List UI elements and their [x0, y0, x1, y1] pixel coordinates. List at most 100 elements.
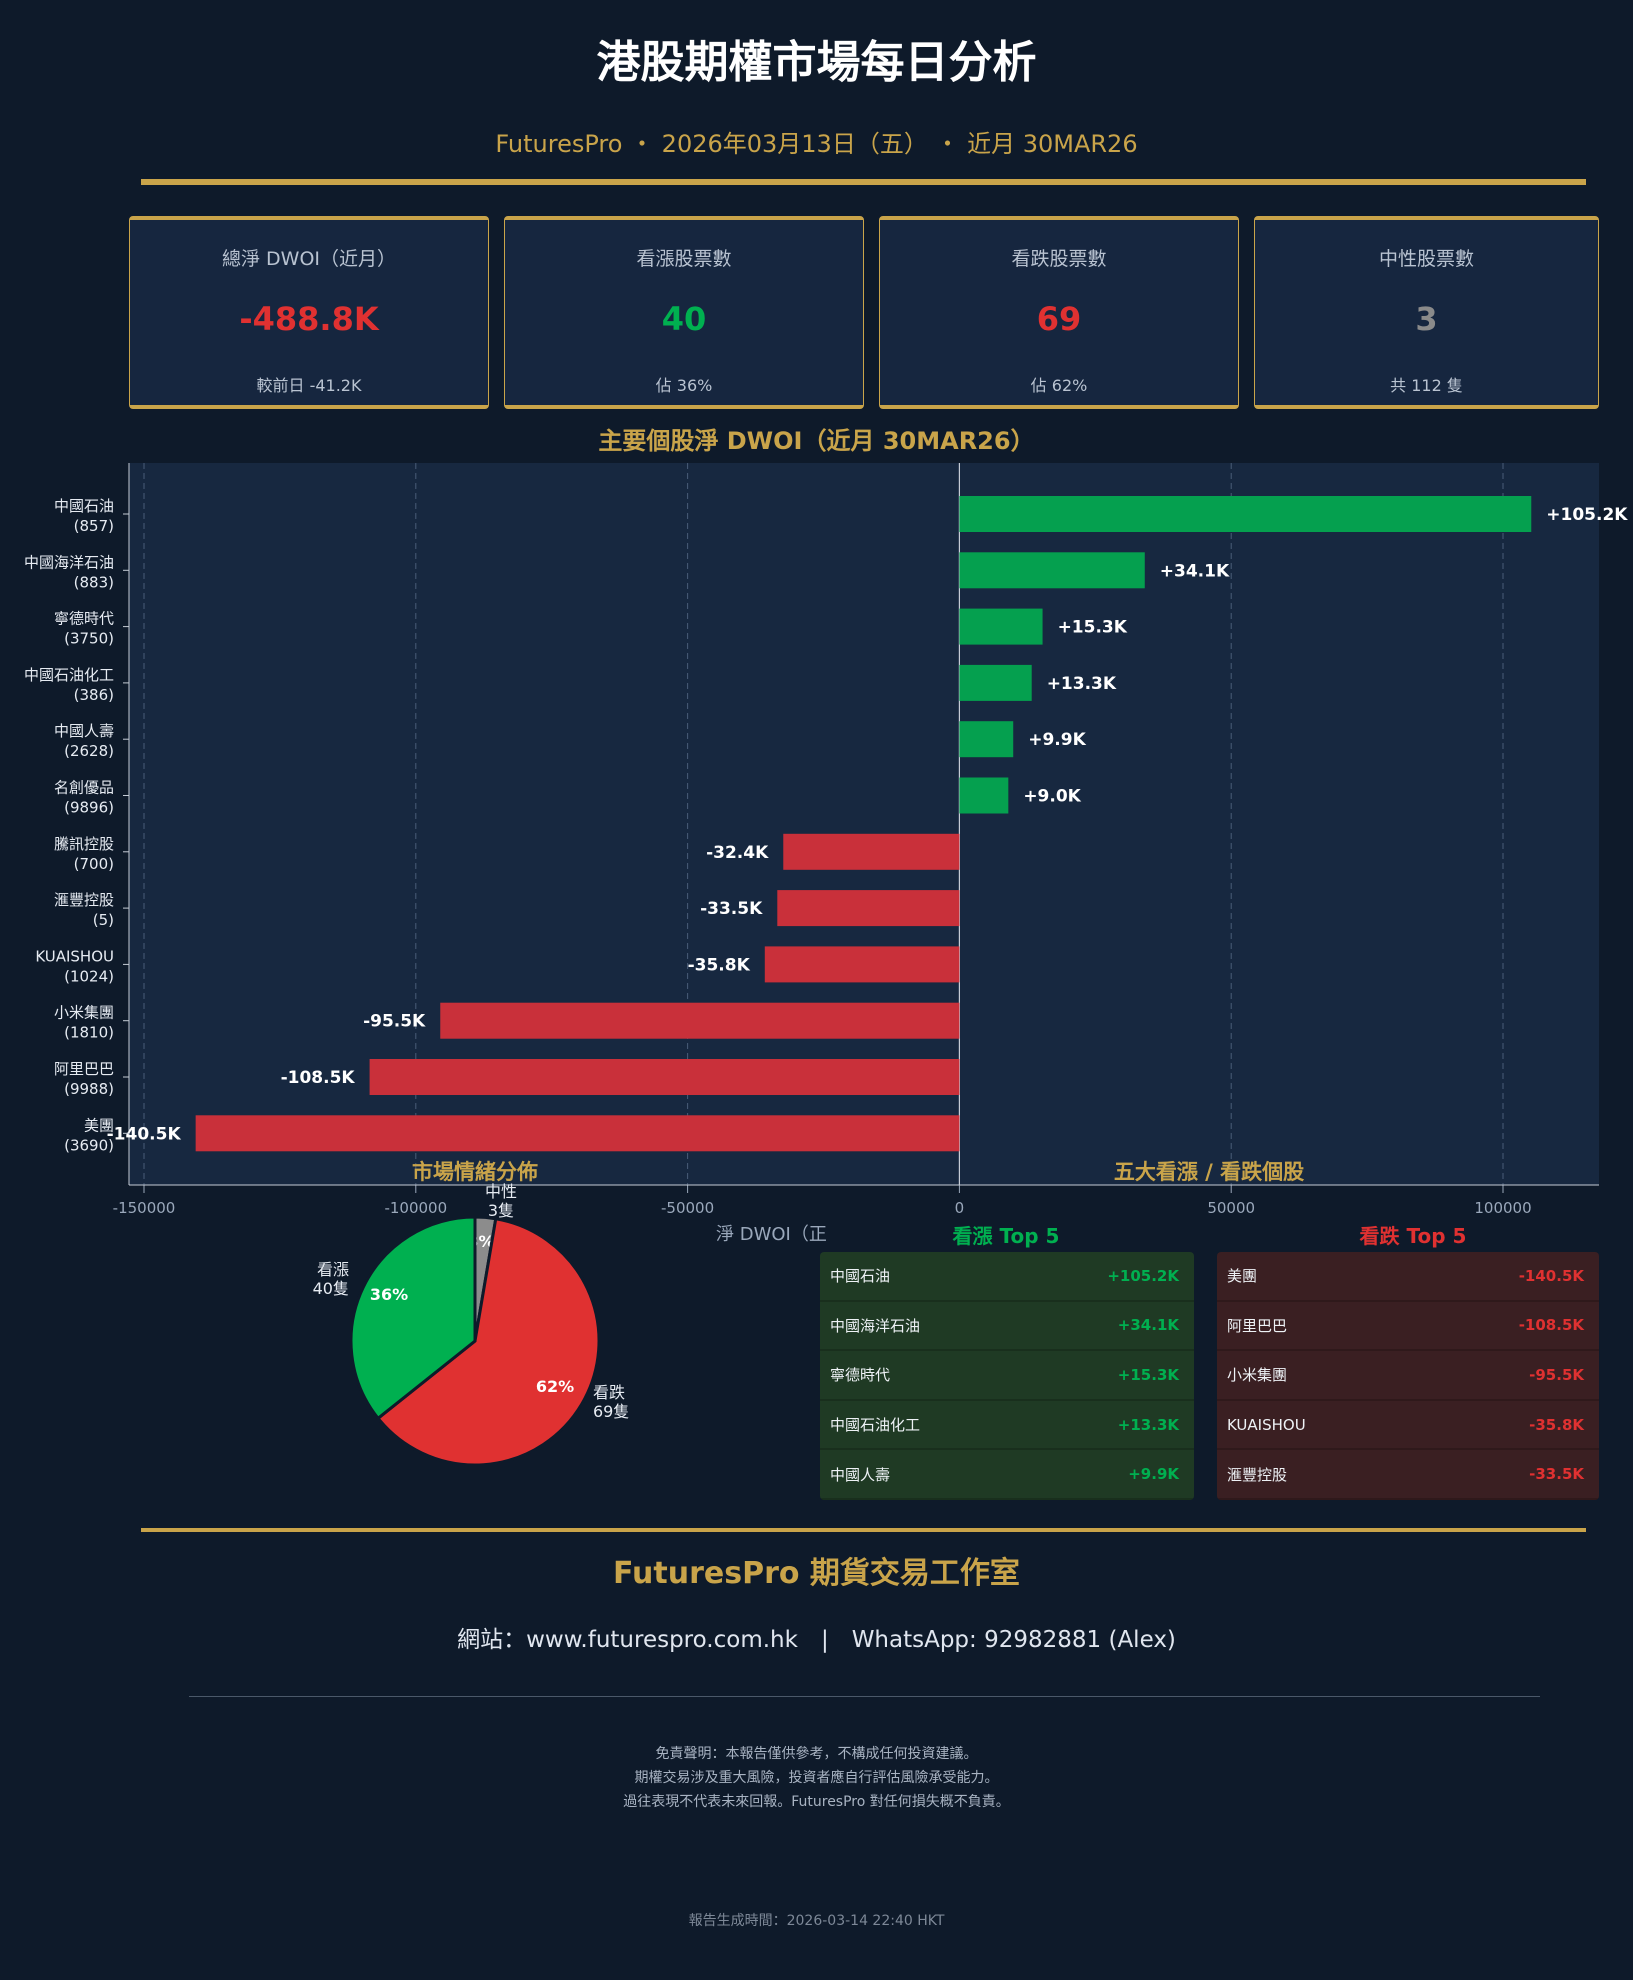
- bar-value-label: -32.4K: [706, 843, 769, 863]
- bar: [959, 552, 1145, 589]
- bull-top5-panel: 中國石油 +105.2K 中國海洋石油 +34.1K 寧德時代 +15.3K 中國石油化工 +…: [820, 1252, 1194, 1500]
- card-value: -488.8K: [239, 300, 379, 338]
- bar-value-label: -140.5K: [107, 1124, 182, 1144]
- y-label-code: (2628): [64, 742, 114, 760]
- y-label-name: 騰訊控股: [54, 835, 114, 853]
- y-label-name: 美團: [84, 1116, 114, 1134]
- pie-count-label: 40隻: [313, 1279, 349, 1298]
- summary-card: 總淨 DWOI（近月） -488.8K 較前日 -41.2K: [129, 216, 489, 409]
- pie-category-label: 看跌: [593, 1383, 625, 1402]
- card-label: 看跌股票數: [1011, 248, 1107, 270]
- y-label-name: KUAISHOU: [35, 947, 114, 965]
- disclaimer-line: 期權交易涉及重大風險，投資者應自行評估風險承受能力。: [634, 1770, 999, 1786]
- y-label-code: (3690): [64, 1136, 114, 1154]
- summary-card: 看漲股票數 40 佔 36%: [504, 216, 864, 409]
- y-label-code: (386): [74, 686, 114, 704]
- summary-card: 看跌股票數 69 佔 62%: [879, 216, 1239, 409]
- stock-name: 中國人壽: [830, 1465, 891, 1484]
- bar: [959, 664, 1032, 701]
- x-tick-label: -150000: [113, 1199, 176, 1217]
- bar-value-label: -95.5K: [363, 1012, 426, 1032]
- stock-dwoi: +9.9K: [1128, 1465, 1179, 1484]
- bull-row: 中國石油 +105.2K: [820, 1252, 1194, 1302]
- y-label-code: (3750): [64, 630, 114, 648]
- bull-row: 中國海洋石油 +34.1K: [820, 1302, 1194, 1352]
- y-label-name: 中國人壽: [54, 722, 114, 740]
- pie-pct-label: 36%: [370, 1285, 408, 1304]
- stock-dwoi: -108.5K: [1518, 1316, 1584, 1335]
- pie-pct-label: 62%: [536, 1377, 574, 1396]
- generated-timestamp: 報告生成時間：2026-03-14 22:40 HKT: [688, 1913, 945, 1929]
- y-label-code: (1024): [64, 967, 114, 985]
- footer-divider: [141, 1528, 1586, 1532]
- stock-dwoi: +13.3K: [1117, 1415, 1179, 1434]
- stock-name: 美團: [1227, 1267, 1258, 1286]
- y-label-code: (1810): [64, 1024, 114, 1042]
- stock-dwoi: -35.8K: [1529, 1415, 1584, 1434]
- dwoi-bar-chart: -150000 -100000 -50000 0 50000 100000 淨 DWOI（正…: [24, 463, 1628, 1245]
- disclaimer-line: 過往表現不代表未來回報。FuturesPro 對任何損失概不負責。: [623, 1794, 1010, 1810]
- bear-top5-panel: 美團 -140.5K 阿里巴巴 -108.5K 小米集團 -95.5K KUAISHOU -3…: [1217, 1252, 1599, 1500]
- y-label-name: 中國海洋石油: [24, 553, 114, 571]
- bull-row: 中國人壽 +9.9K: [820, 1450, 1194, 1500]
- card-label: 中性股票數: [1378, 248, 1474, 270]
- card-label: 總淨 DWOI（近月）: [221, 248, 396, 270]
- y-label-code: (5): [93, 911, 114, 929]
- y-label-name: 寧德時代: [54, 610, 114, 628]
- stock-dwoi: +15.3K: [1117, 1365, 1179, 1384]
- header-divider: [141, 179, 1586, 185]
- bar-value-label: -108.5K: [281, 1068, 356, 1088]
- bar-chart-title: 主要個股淨 DWOI（近月 30MAR26）: [598, 427, 1035, 455]
- footer-contact[interactable]: 網站：www.futurespro.com.hk | WhatsApp: 929…: [457, 1627, 1176, 1653]
- y-label-name: 名創優品: [54, 779, 114, 797]
- bear-row: 滙豐控股 -33.5K: [1217, 1450, 1599, 1500]
- stock-name: 小米集團: [1227, 1366, 1288, 1385]
- card-subtext: 較前日 -41.2K: [256, 376, 362, 395]
- stock-name: KUAISHOU: [1227, 1415, 1306, 1434]
- pie-count-label: 3隻: [488, 1201, 514, 1220]
- x-tick-label: -100000: [384, 1199, 447, 1217]
- y-label-name: 中國石油: [54, 497, 114, 515]
- card-value: 3: [1415, 300, 1438, 338]
- y-label-code: (883): [74, 573, 114, 591]
- bar-value-label: +105.2K: [1546, 505, 1628, 525]
- pie-slice: [375, 1217, 601, 1467]
- bear-top5-title: 看跌 Top 5: [1359, 1224, 1467, 1248]
- y-label-name: 中國石油化工: [24, 666, 114, 684]
- stock-dwoi: +105.2K: [1107, 1266, 1179, 1285]
- card-label: 看漲股票數: [636, 248, 732, 270]
- stock-dwoi: -95.5K: [1529, 1365, 1584, 1384]
- bar: [369, 1059, 960, 1095]
- stock-name: 滙豐控股: [1227, 1465, 1288, 1484]
- pie-slice: [349, 1215, 477, 1421]
- bar: [959, 608, 1043, 645]
- bar-value-label: +15.3K: [1058, 618, 1128, 638]
- bar-value-label: +9.0K: [1023, 787, 1081, 807]
- y-label-name: 滙豐控股: [54, 891, 114, 909]
- page-title: 港股期權市場每日分析: [596, 37, 1037, 88]
- card-subtext: 佔 36%: [655, 376, 713, 395]
- bar-value-label: -33.5K: [700, 899, 763, 919]
- bear-row: KUAISHOU -35.8K: [1217, 1401, 1599, 1451]
- bar-value-label: +13.3K: [1047, 674, 1117, 694]
- bear-row: 小米集團 -95.5K: [1217, 1351, 1599, 1401]
- x-axis-label: 淨 DWOI（正: [716, 1224, 827, 1245]
- y-label-name: 小米集團: [54, 1004, 114, 1022]
- card-value: 40: [661, 300, 707, 338]
- x-tick-label: 100000: [1474, 1199, 1531, 1217]
- bar: [959, 777, 1009, 814]
- bull-top5-title: 看漲 Top 5: [952, 1224, 1060, 1248]
- bar: [440, 1002, 960, 1039]
- x-tick-label: 0: [955, 1199, 965, 1217]
- card-subtext: 佔 62%: [1030, 376, 1088, 395]
- bar: [959, 721, 1014, 758]
- bar: [783, 833, 960, 870]
- stock-name: 寧德時代: [830, 1366, 891, 1385]
- stock-name: 阿里巴巴: [1227, 1316, 1288, 1335]
- bar: [959, 496, 1532, 532]
- footer-brand: FuturesPro 期貨交易工作室: [613, 1556, 1020, 1591]
- stock-name: 中國石油: [830, 1267, 891, 1286]
- sentiment-title: 市場情緒分佈: [412, 1160, 538, 1184]
- pie-category-label: 看漲: [317, 1260, 349, 1279]
